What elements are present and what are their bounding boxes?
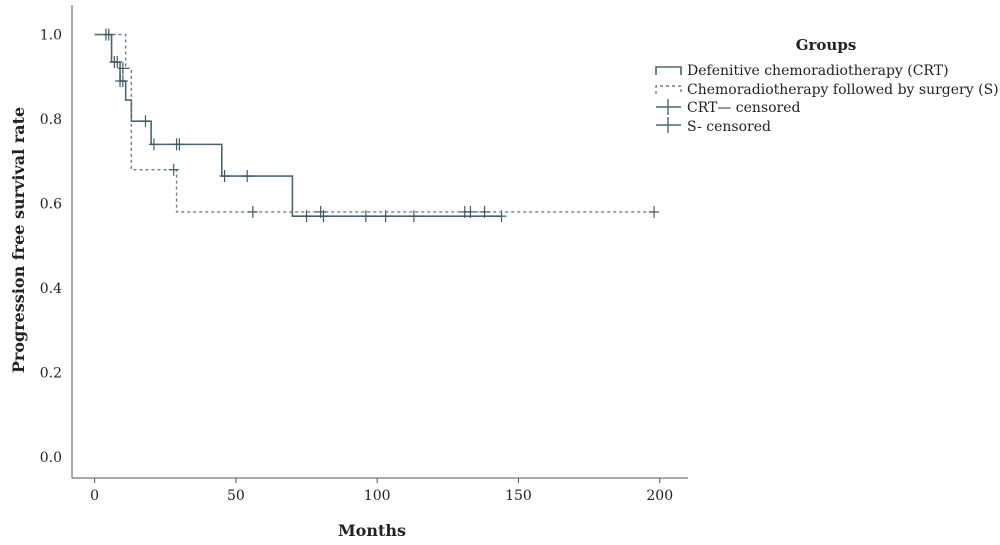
censor-mark-crt bbox=[112, 56, 123, 69]
legend-swatch-crt bbox=[655, 66, 682, 75]
y-tick-label: 0.0 bbox=[40, 450, 62, 466]
legend-label-s: Chemoradiotherapy followed by surgery (S… bbox=[687, 82, 999, 98]
legend-swatch-s bbox=[655, 85, 682, 94]
censor-mark-crt bbox=[117, 75, 128, 88]
legend-title: Groups bbox=[796, 36, 857, 54]
censor-mark-crt bbox=[301, 210, 312, 223]
y-tick-label: 1.0 bbox=[40, 28, 62, 44]
censor-mark-s bbox=[479, 205, 490, 218]
censor-mark-crt bbox=[242, 170, 253, 183]
y-axis-title: Progression free survival rate bbox=[9, 107, 28, 373]
legend-label-s-censored: S- censored bbox=[687, 119, 771, 135]
axes: 0 50 100 150 200 0.0 0.2 0.4 0.6 0.8 1.0 bbox=[40, 5, 688, 504]
legend-label-crt-censored: CRT— censored bbox=[687, 100, 801, 116]
x-tick-label: 200 bbox=[646, 488, 673, 504]
censor-mark-s bbox=[315, 205, 326, 218]
x-tick-label: 150 bbox=[505, 488, 532, 504]
series-line-s bbox=[94, 33, 655, 213]
plot-area bbox=[94, 28, 660, 223]
censor-mark-crt bbox=[360, 210, 371, 223]
legend: Groups Defenitive chemoradiotherapy (CRT… bbox=[655, 36, 999, 135]
censor-mark-s bbox=[465, 205, 476, 218]
legend-swatch-crt-censored bbox=[656, 99, 681, 115]
censor-mark-s bbox=[247, 205, 258, 218]
y-tick-label: 0.6 bbox=[40, 196, 62, 212]
x-axis-title: Months bbox=[338, 521, 406, 540]
censor-mark-s bbox=[103, 28, 114, 41]
censor-mark-crt bbox=[408, 210, 419, 223]
x-tick-label: 100 bbox=[364, 488, 391, 504]
legend-swatch-s-censored bbox=[656, 117, 681, 133]
series-line-crt bbox=[94, 33, 502, 217]
censor-mark-crt bbox=[174, 138, 185, 151]
censor-mark-crt bbox=[219, 170, 230, 183]
x-ticks: 0 50 100 150 200 bbox=[90, 478, 673, 504]
y-tick-label: 0.8 bbox=[40, 112, 62, 128]
x-tick-label: 50 bbox=[227, 488, 245, 504]
censor-mark-s bbox=[649, 205, 660, 218]
y-ticks: 0.0 0.2 0.4 0.6 0.8 1.0 bbox=[40, 28, 62, 466]
x-tick-label: 0 bbox=[90, 488, 99, 504]
y-tick-label: 0.4 bbox=[40, 281, 62, 297]
censor-mark-crt bbox=[148, 138, 159, 151]
censor-mark-s bbox=[168, 163, 179, 176]
legend-label-crt: Defenitive chemoradiotherapy (CRT) bbox=[687, 63, 949, 79]
y-tick-label: 0.2 bbox=[40, 365, 62, 381]
censor-mark-s bbox=[117, 62, 128, 75]
censor-mark-crt bbox=[140, 115, 151, 128]
